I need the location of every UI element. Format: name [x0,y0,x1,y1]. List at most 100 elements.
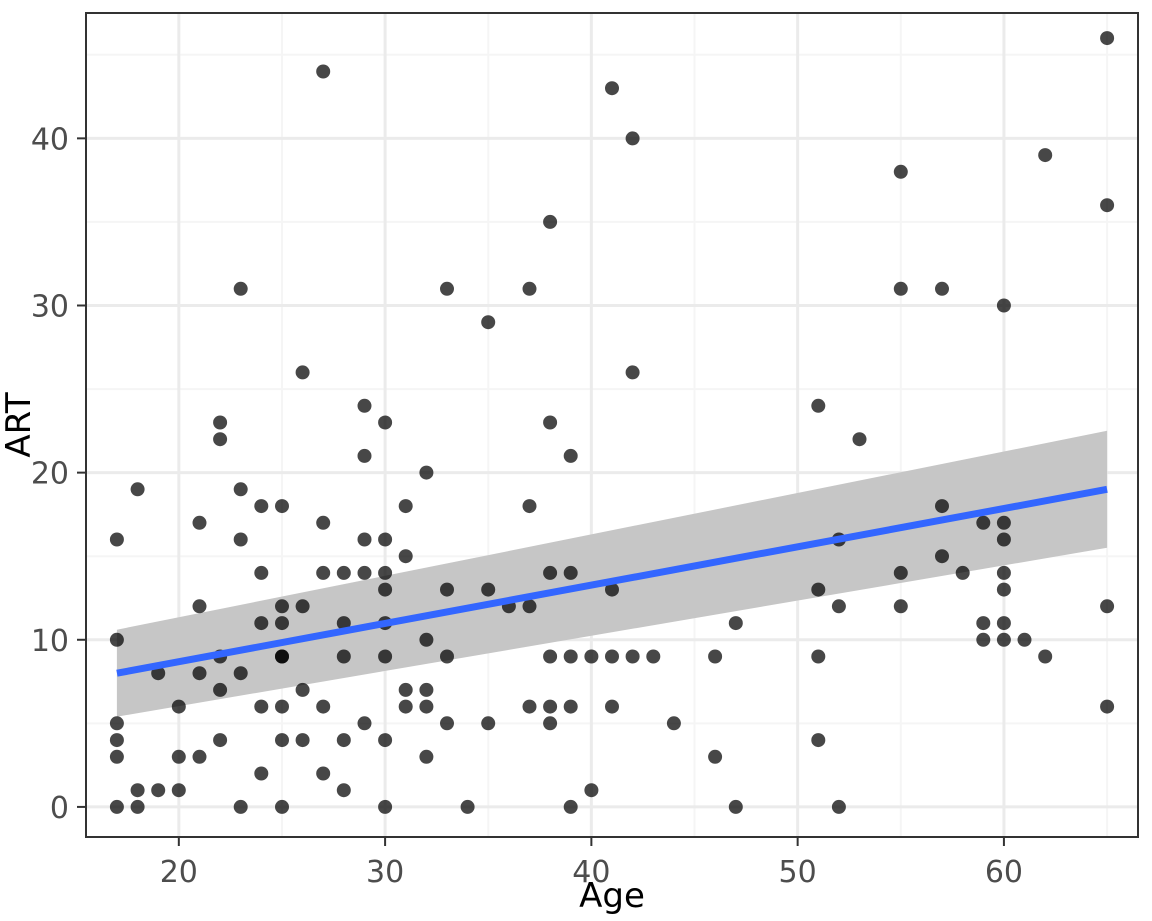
data-point [440,649,454,664]
data-point [233,482,248,497]
y-tick-label: 20 [31,457,69,492]
data-point [625,365,640,380]
data-point [130,799,145,814]
data-point [378,415,393,430]
fit-line [116,485,1108,677]
panel-border-group [85,12,1139,838]
data-point [419,632,434,647]
data-point [893,281,908,296]
data-point [295,682,310,697]
data-point [378,532,393,547]
data-point [378,799,393,814]
data-point [213,682,228,697]
data-point [275,599,289,614]
data-point [316,515,331,530]
data-point [440,582,454,597]
data-point [728,616,743,631]
data-point [811,733,826,748]
data-point [811,398,826,413]
data-point [295,733,310,748]
data-point [543,716,558,731]
data-point [357,716,372,731]
data-point [398,549,413,564]
data-point [295,599,310,614]
data-point [1017,632,1032,647]
data-point [254,766,269,781]
data-point [336,565,351,580]
data-point [336,616,351,631]
data-point [831,599,846,614]
data-point [316,699,331,714]
data-point [233,532,248,547]
data-point [275,616,289,631]
data-point [316,766,331,781]
data-point [605,81,619,96]
data-point [543,699,558,714]
data-point [151,783,166,798]
data-point [192,749,207,764]
data-point [254,565,269,580]
data-point [543,565,558,580]
ci-band-polygon [116,430,1108,717]
data-point [481,315,496,330]
data-point [398,682,413,697]
data-point [336,649,351,664]
data-point [996,582,1011,597]
data-point [955,565,970,580]
panel-border [85,12,1139,838]
data-point [543,649,558,664]
data-point [976,515,991,530]
x-tick-label: 50 [779,855,817,890]
data-point [316,565,331,580]
y-tick-label: 10 [31,624,69,659]
data-point [419,682,434,697]
data-point [171,749,186,764]
x-tick-label: 60 [985,855,1023,890]
data-point [336,733,351,748]
data-point [976,616,991,631]
data-point [935,499,949,514]
y-tick-label: 30 [31,289,69,324]
data-point [708,649,723,664]
data-point [440,281,454,296]
data-point [275,499,289,514]
x-axis: 20 30 40 50 60 [160,837,1023,890]
data-point [996,298,1011,313]
data-point [563,448,578,463]
data-point [1100,198,1115,213]
data-point [893,565,908,580]
data-point [275,699,289,714]
data-point [192,599,207,614]
data-point [171,783,186,798]
data-point [996,616,1011,631]
y-axis-title: ART [0,392,39,457]
data-point [213,432,228,447]
data-point [336,783,351,798]
data-point [605,582,619,597]
data-point [708,749,723,764]
data-point [563,649,578,664]
data-point [171,699,186,714]
data-point [893,599,908,614]
data-point [584,649,599,664]
y-axis: 0 10 20 30 40 [31,122,86,826]
data-point [625,649,640,664]
data-point [666,716,681,731]
data-point [419,749,434,764]
data-point [605,649,619,664]
data-point [130,482,145,497]
confidence-band [116,430,1108,717]
data-point [460,799,475,814]
y-tick-label: 0 [50,791,69,826]
data-point [543,214,558,229]
data-point [357,448,372,463]
data-point [584,783,599,798]
data-point [357,532,372,547]
x-tick-label: 30 [366,855,404,890]
data-point [398,699,413,714]
data-point [1100,599,1115,614]
data-point [378,565,393,580]
data-point [996,632,1011,647]
regression-line [116,485,1108,677]
